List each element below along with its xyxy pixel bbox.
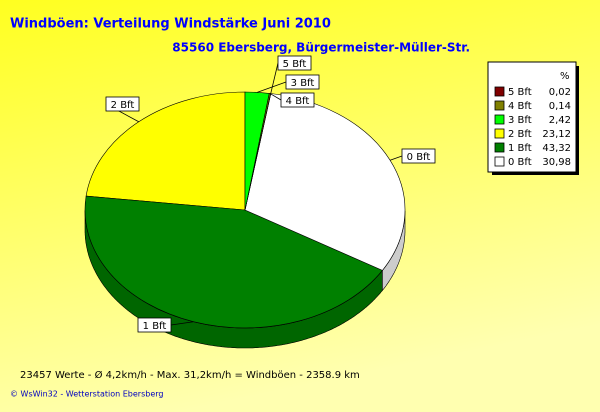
label-box bbox=[277, 55, 312, 71]
leader-line bbox=[269, 93, 282, 101]
leader-line bbox=[257, 81, 287, 93]
slice-label: 1 Bft bbox=[143, 321, 167, 332]
pie-slice bbox=[85, 91, 246, 211]
legend-shadow bbox=[492, 172, 579, 175]
legend-value: 30,98 bbox=[542, 157, 571, 168]
slice-label: 4 Bft bbox=[286, 96, 310, 107]
label-box bbox=[401, 148, 436, 164]
legend-value: 2,42 bbox=[549, 115, 571, 126]
leader-line bbox=[270, 62, 279, 94]
chart-title: Windböen: Verteilung Windstärke Juni 201… bbox=[10, 17, 331, 32]
legend-value: 23,12 bbox=[542, 129, 571, 140]
slice-label: 5 Bft bbox=[283, 59, 307, 70]
legend-swatch bbox=[494, 86, 505, 97]
label-box bbox=[285, 74, 320, 90]
chart-subtitle: 85560 Ebersberg, Bürgermeister-Müller-St… bbox=[172, 41, 470, 55]
slice-label: 0 Bft bbox=[407, 152, 431, 163]
legend-label: 4 Bft bbox=[508, 101, 532, 112]
legend-value: 0,02 bbox=[549, 87, 571, 98]
credit: © WsWin32 - Wetterstation Ebersberg bbox=[10, 390, 163, 399]
legend-shadow bbox=[576, 66, 579, 175]
legend-swatch bbox=[494, 114, 505, 125]
footer: 23457 Werte - Ø 4,2km/h - Max. 31,2km/h … bbox=[20, 369, 360, 381]
legend-value: 0,14 bbox=[549, 101, 571, 112]
slice-label: 2 Bft bbox=[111, 100, 135, 111]
label-box bbox=[137, 317, 172, 333]
pie-slice bbox=[84, 195, 383, 329]
legend-swatch bbox=[494, 100, 505, 111]
legend-label: 3 Bft bbox=[508, 115, 532, 126]
label-box bbox=[105, 96, 140, 112]
legend-swatch bbox=[494, 142, 505, 153]
slice-label: 3 Bft bbox=[291, 78, 315, 89]
legend-header: % bbox=[560, 71, 570, 82]
legend-swatch bbox=[494, 128, 505, 139]
legend-label: 0 Bft bbox=[508, 157, 532, 168]
legend-label: 5 Bft bbox=[508, 87, 532, 98]
legend-label: 1 Bft bbox=[508, 143, 532, 154]
leader-line bbox=[170, 321, 194, 326]
pie-slice bbox=[244, 91, 270, 211]
legend-value: 43,32 bbox=[542, 143, 571, 154]
leader-line bbox=[389, 155, 403, 161]
label-box bbox=[280, 92, 315, 108]
legend-label: 2 Bft bbox=[508, 129, 532, 140]
legend-swatch bbox=[494, 156, 505, 167]
